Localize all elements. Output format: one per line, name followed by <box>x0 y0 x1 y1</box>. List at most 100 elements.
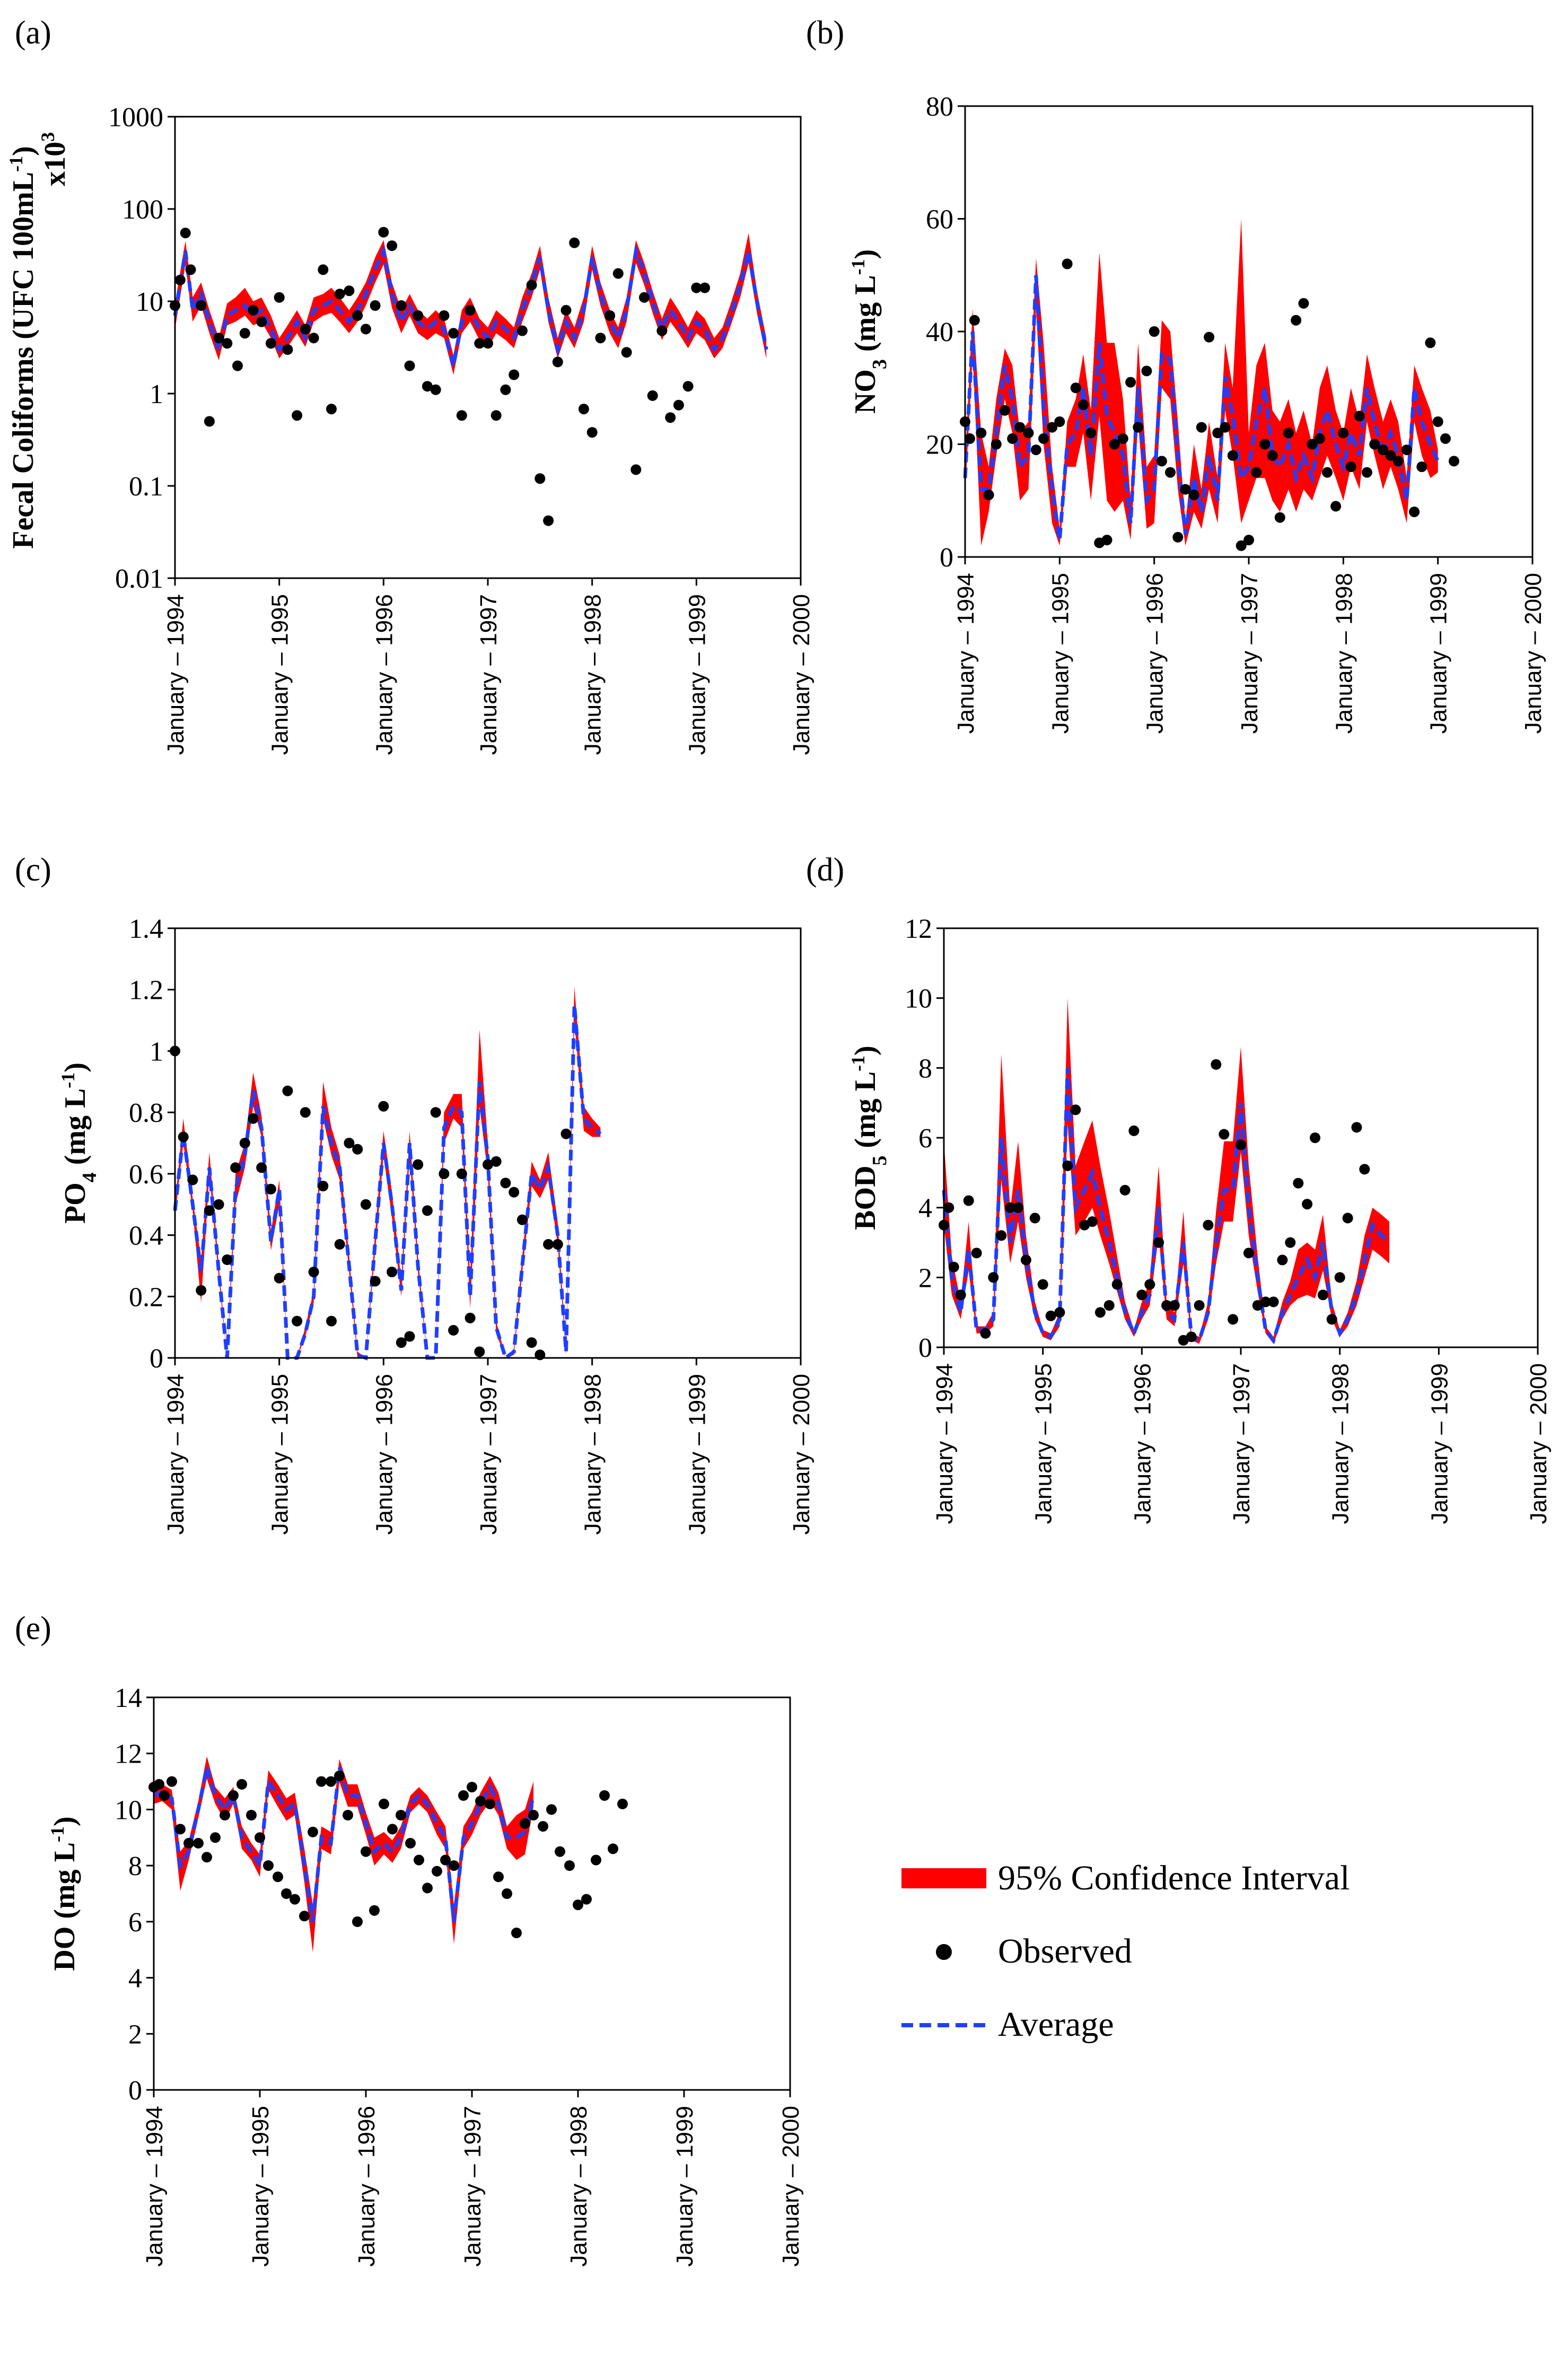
panel-b-ytick-label: 60 <box>926 205 953 235</box>
panel-e-observed-point <box>396 1810 406 1820</box>
panel-a-observed-point <box>378 226 389 238</box>
panel-d-observed-point <box>1211 1059 1222 1070</box>
panel-c-xtick-label: January – 1994 <box>163 1374 189 1535</box>
panel-c-observed-point <box>204 1205 215 1216</box>
panel-d-observed-point <box>971 1248 982 1259</box>
panel-b-observed-point <box>1172 531 1184 543</box>
panel-d-observed-point <box>1310 1132 1320 1143</box>
panel-a-xtick-label: January – 1996 <box>371 594 397 755</box>
panel-e-ylabel: DO (mg L-1) <box>47 1816 81 1971</box>
panel-c-po4: (c) 0 0.2 0.4 0.6 0.8 1 1.2 1.4 January – 1994 Jan… <box>15 852 814 1535</box>
panel-a-observed-point <box>647 390 658 401</box>
panel-e-observed-point <box>308 1826 318 1837</box>
legend: 95% Confidence Interval Observed Average <box>901 1859 1350 2044</box>
panel-d-observed-point <box>1103 1300 1115 1311</box>
panel-e-observed-point <box>432 1866 442 1877</box>
panel-c-observed-point <box>422 1205 433 1216</box>
panel-d-observed-point <box>1111 1279 1123 1290</box>
panel-e-observed-point <box>405 1837 416 1849</box>
panel-e-observed-point <box>538 1821 548 1832</box>
panel-a-observed-point <box>474 338 485 349</box>
panel-a-observed-point <box>526 280 537 291</box>
panel-c-ytick-label: 0.6 <box>129 1160 163 1190</box>
panel-e-observed-point <box>202 1852 212 1863</box>
panel-a-xtick-label: January – 1997 <box>476 594 502 755</box>
panel-e-observed-point <box>159 1790 170 1801</box>
panel-c-xtick-label: January – 1998 <box>580 1374 606 1535</box>
panel-c-xtick-label: January – 1995 <box>267 1374 293 1535</box>
panel-e-xtick-label: January – 1996 <box>354 2106 380 2267</box>
panel-d-observed-point <box>1342 1213 1353 1224</box>
panel-b-observed-point <box>1236 540 1247 551</box>
panel-d-ylabel: BOD5 (mg L-1) <box>847 1045 891 1230</box>
panel-a-observed-point <box>630 464 642 475</box>
panel-c-observed-point <box>439 1168 450 1179</box>
panel-e-observed-point <box>387 1824 398 1835</box>
panel-a-observed-point <box>516 325 528 336</box>
panel-e-ytick-label: 6 <box>128 1907 142 1938</box>
panel-d-xtick-label: January – 2000 <box>1526 1363 1552 1524</box>
panel-e-do: (e) 0 2 4 6 8 10 12 14 January – 1994 January – 19… <box>15 1610 804 2267</box>
panel-b-ci-band <box>965 219 1438 546</box>
panel-d-observed-point <box>963 1195 974 1206</box>
panel-d-observed-point <box>1029 1213 1040 1224</box>
panel-b-observed-point <box>1188 490 1199 501</box>
panel-a-observed-point <box>282 344 293 355</box>
panel-e-xtick-label: January – 1999 <box>672 2106 698 2267</box>
panel-d-observed-point <box>1013 1202 1023 1213</box>
panel-d-xtick-label: January – 1999 <box>1426 1363 1452 1524</box>
panel-c-observed-point <box>526 1337 537 1348</box>
panel-e-label: (e) <box>15 1610 51 1646</box>
panel-a-observed-point <box>639 292 650 303</box>
panel-a-observed-point <box>483 338 493 349</box>
panel-e-observed-point <box>343 1810 353 1820</box>
panel-e-observed-point <box>263 1860 274 1871</box>
panel-b-observed-point <box>1204 332 1215 343</box>
panel-a-observed-point <box>180 228 191 239</box>
panel-a-xtick-label: January – 1998 <box>580 594 606 755</box>
panel-b-observed-point <box>1014 422 1026 433</box>
panel-a-observed-point <box>665 412 676 423</box>
panel-e-observed-point <box>281 1888 292 1899</box>
panel-b-xtick-label: January – 2000 <box>1520 573 1546 734</box>
panel-d-ytick-label: 6 <box>918 1123 932 1154</box>
panel-a-xtick-label: January – 1995 <box>267 594 293 755</box>
panel-b-observed-point <box>1267 450 1278 461</box>
panel-a-observed-point <box>308 333 319 344</box>
panel-c-observed-point <box>552 1239 563 1250</box>
panel-b-observed-point <box>1101 535 1113 546</box>
panel-a-ytick-label: 0.1 <box>129 472 163 502</box>
panel-b-ytick-label: 40 <box>926 317 953 347</box>
panel-a-observed-point <box>204 416 215 427</box>
panel-d-observed-point <box>1243 1248 1254 1259</box>
panel-a-observed-point <box>360 324 371 335</box>
panel-c-ytick-label: 0.8 <box>129 1098 163 1128</box>
panel-b-observed-point <box>1007 433 1018 444</box>
panel-b-observed-point <box>1314 433 1325 444</box>
panel-a-ytick-label: 1000 <box>108 102 163 133</box>
panel-a-observed-point <box>552 356 563 368</box>
panel-c-ylabel: PO4 (mg L-1) <box>57 1062 101 1224</box>
panel-a-observed-point <box>612 268 624 279</box>
panel-b-observed-point <box>1354 411 1365 422</box>
panel-e-observed-point <box>581 1894 592 1905</box>
panel-b-observed-point <box>1449 456 1459 467</box>
panel-e-xtick-label: January – 1998 <box>566 2106 592 2267</box>
panel-a-observed-point <box>439 310 450 321</box>
panel-c-observed-point <box>404 1331 415 1342</box>
panel-a-observed-point <box>586 427 598 438</box>
panel-a-observed-point <box>535 473 546 484</box>
panel-c-observed-point <box>256 1162 267 1173</box>
panel-b-observed-point <box>1196 422 1207 433</box>
panel-a-observed-point <box>387 240 398 251</box>
panel-c-observed-point <box>516 1214 528 1225</box>
panel-a-observed-point <box>656 325 668 336</box>
panel-d-observed-point <box>1169 1300 1180 1311</box>
panel-a-observed-point <box>352 310 363 321</box>
panel-d-observed-point <box>1045 1310 1056 1321</box>
panel-c-xtick-label: January – 1997 <box>476 1374 502 1535</box>
panel-c-ytick-label: 1.4 <box>129 914 163 944</box>
panel-b-observed-point <box>1180 484 1191 495</box>
panel-c-observed-point <box>370 1276 381 1287</box>
